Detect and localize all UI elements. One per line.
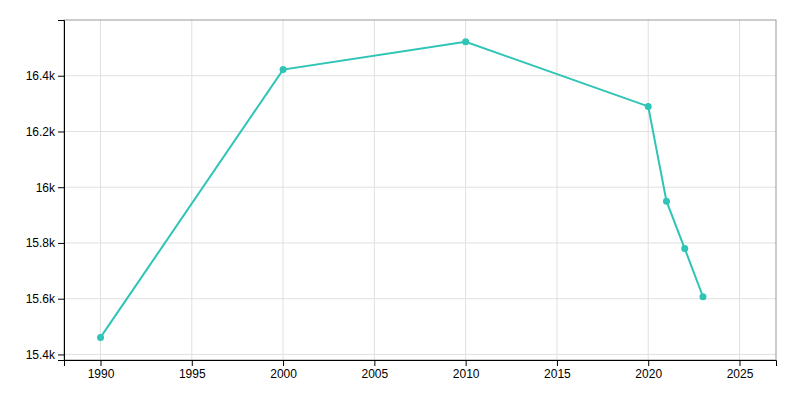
chart-svg: 1990199520002005201020152020202515.4k15.… xyxy=(0,0,800,400)
y-grid-line xyxy=(64,298,776,299)
data-point xyxy=(462,38,469,45)
data-point xyxy=(280,66,287,73)
data-point xyxy=(681,245,688,252)
x-tick: 2025 xyxy=(727,360,754,381)
x-tick-label: 2000 xyxy=(270,367,297,381)
x-axis-line xyxy=(65,361,777,367)
y-tick-mark xyxy=(58,299,64,300)
y-tick: 16.4k xyxy=(26,69,64,83)
x-tick-mark xyxy=(374,360,375,366)
y-tick-mark xyxy=(58,243,64,244)
data-point xyxy=(663,198,670,205)
x-grid-line xyxy=(648,20,649,360)
y-tick: 15.6k xyxy=(26,292,64,306)
x-tick-label: 2005 xyxy=(362,367,389,381)
y-grid-line xyxy=(64,187,776,188)
x-grid-line xyxy=(556,20,557,360)
y-tick: 15.8k xyxy=(26,236,64,250)
y-tick: 15.4k xyxy=(26,348,64,362)
x-tick-mark xyxy=(739,360,740,366)
x-tick-mark xyxy=(101,360,102,366)
x-tick: 2005 xyxy=(362,360,389,381)
x-tick-label: 2010 xyxy=(453,367,480,381)
y-grid-line xyxy=(64,242,776,243)
x-tick-label: 2025 xyxy=(727,367,754,381)
x-tick-label: 2020 xyxy=(635,367,662,381)
y-tick-mark xyxy=(58,354,64,355)
y-tick: 16k xyxy=(36,181,64,195)
x-tick: 2020 xyxy=(635,360,662,381)
x-grid-line xyxy=(374,20,375,360)
y-tick-mark xyxy=(58,76,64,77)
x-tick-label: 2015 xyxy=(544,367,571,381)
y-axis-line xyxy=(58,21,65,361)
x-tick: 2000 xyxy=(270,360,297,381)
x-tick-mark xyxy=(466,360,467,366)
y-grid-line xyxy=(64,75,776,76)
x-axis: 1990 1995 2000 2005 2010 2015 2020 2025 xyxy=(65,360,777,381)
x-tick-mark xyxy=(192,360,193,366)
x-tick: 2015 xyxy=(544,360,571,381)
y-tick-label: 15.8k xyxy=(26,236,56,250)
y-tick-label: 15.6k xyxy=(26,292,56,306)
x-tick-mark xyxy=(557,360,558,366)
grid xyxy=(64,20,776,360)
y-tick-mark xyxy=(58,131,64,132)
y-tick-label: 16.4k xyxy=(26,69,56,83)
x-grid-line xyxy=(191,20,192,360)
y-tick: 16.2k xyxy=(26,125,64,139)
y-tick-label: 16k xyxy=(36,181,56,195)
x-tick-mark xyxy=(648,360,649,366)
plot-frame xyxy=(64,20,776,360)
x-grid-line xyxy=(465,20,466,360)
y-tick-label: 15.4k xyxy=(26,348,56,362)
data-line xyxy=(101,42,703,338)
x-tick-mark xyxy=(283,360,284,366)
data-point xyxy=(97,334,104,341)
x-grid-line xyxy=(739,20,740,360)
x-tick: 1990 xyxy=(88,360,115,381)
x-tick-label: 1990 xyxy=(88,367,115,381)
y-grid-line xyxy=(64,354,776,355)
data-point xyxy=(699,293,706,300)
plot-marks xyxy=(97,38,706,341)
y-axis: 15.4k 15.6k 15.8k 16k 16.2k 16.4k xyxy=(26,21,65,362)
x-tick-label: 1995 xyxy=(179,367,206,381)
x-tick: 1995 xyxy=(179,360,206,381)
chart-container: 1990199520002005201020152020202515.4k15.… xyxy=(0,0,800,400)
x-grid-line xyxy=(100,20,101,360)
data-point xyxy=(645,103,652,110)
y-tick-label: 16.2k xyxy=(26,125,56,139)
x-tick: 2010 xyxy=(453,360,480,381)
y-tick-mark xyxy=(58,187,64,188)
y-grid-line xyxy=(64,131,776,132)
